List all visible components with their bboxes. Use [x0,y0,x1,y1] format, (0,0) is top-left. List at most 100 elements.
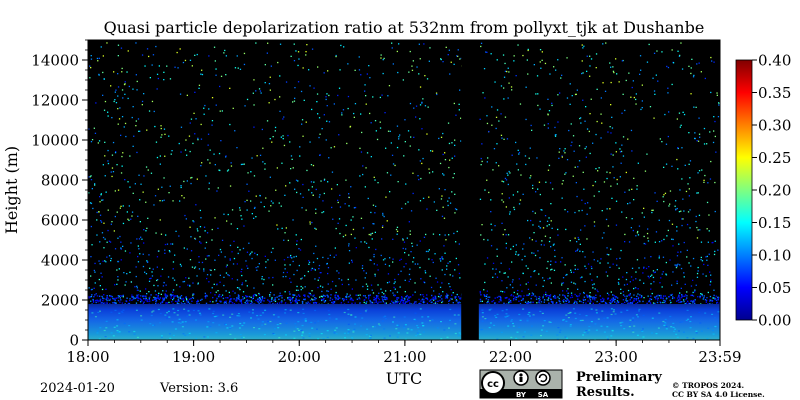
noise-point [609,126,611,128]
noise-point [150,277,152,279]
noise-point [114,248,117,250]
bl-texture-point [700,330,703,332]
noise-point [617,301,620,303]
noise-point [519,199,522,201]
noise-point [293,43,295,45]
noise-point [710,56,712,59]
noise-point [606,253,608,256]
noise-point [208,255,210,257]
noise-point [710,281,712,283]
noise-point [627,138,629,140]
noise-point [532,293,535,295]
noise-point [454,212,456,214]
bl-texture-point [511,319,513,321]
noise-point [270,200,273,202]
noise-point [360,217,363,219]
noise-point [121,67,123,70]
noise-point [675,209,677,211]
noise-point [605,302,608,305]
noise-point [90,175,92,177]
noise-point [365,297,367,299]
noise-point [428,196,430,198]
noise-point [448,142,451,145]
noise-point [570,144,572,147]
noise-point [255,294,257,296]
noise-point [697,266,699,269]
noise-point [361,267,364,269]
noise-point [558,157,560,159]
noise-point [156,73,159,75]
noise-point [564,148,566,150]
noise-point [399,301,402,304]
noise-point [161,301,164,303]
noise-point [675,266,678,269]
noise-point [680,42,682,44]
noise-point [270,205,272,207]
noise-point [223,302,225,304]
noise-point [535,93,537,95]
noise-point [564,295,566,297]
noise-point [571,294,573,296]
noise-point [168,135,170,137]
noise-point [384,263,387,265]
noise-point [584,265,586,267]
noise-point [378,298,381,301]
noise-point [159,297,161,299]
noise-point [154,297,156,299]
noise-point [643,216,645,218]
bl-texture-point [152,324,155,326]
noise-point [597,260,599,262]
noise-point [250,171,252,173]
noise-point [203,226,206,228]
noise-point [245,300,247,303]
noise-point [383,298,386,300]
noise-point [100,193,102,195]
noise-point [327,257,329,260]
noise-point [190,118,193,120]
noise-point [317,113,319,115]
noise-point [128,219,130,221]
noise-point [91,244,93,246]
noise-point [707,291,709,294]
noise-point [369,294,371,296]
noise-point [374,120,377,122]
noise-point [363,299,365,301]
noise-point [616,73,618,75]
noise-point [444,152,446,154]
noise-point [103,297,105,300]
bl-texture-point [670,326,673,328]
noise-point [663,166,665,168]
noise-point [434,296,437,298]
noise-point [626,300,629,302]
noise-point [694,132,696,134]
noise-point [394,278,396,281]
noise-point [458,243,460,245]
noise-point [407,296,409,298]
noise-point [553,243,555,245]
noise-point [677,50,679,52]
noise-point [500,297,502,299]
noise-point [479,198,482,200]
noise-point [635,299,638,301]
noise-point [114,215,116,218]
noise-point [683,113,686,116]
noise-point [278,302,281,304]
noise-point [460,140,462,142]
noise-point [247,301,249,303]
noise-point [403,299,405,302]
noise-point [244,105,246,107]
noise-point [660,294,662,297]
noise-point [431,294,433,297]
noise-point [155,294,157,296]
bl-texture-point [369,334,372,336]
noise-point [156,88,158,90]
noise-point [117,299,120,302]
noise-point [165,296,167,299]
noise-point [420,278,422,280]
noise-point [566,97,569,99]
noise-point [637,296,640,299]
noise-point [244,201,246,203]
noise-point [313,294,315,296]
bl-texture-point [640,330,643,332]
noise-point [537,104,539,107]
